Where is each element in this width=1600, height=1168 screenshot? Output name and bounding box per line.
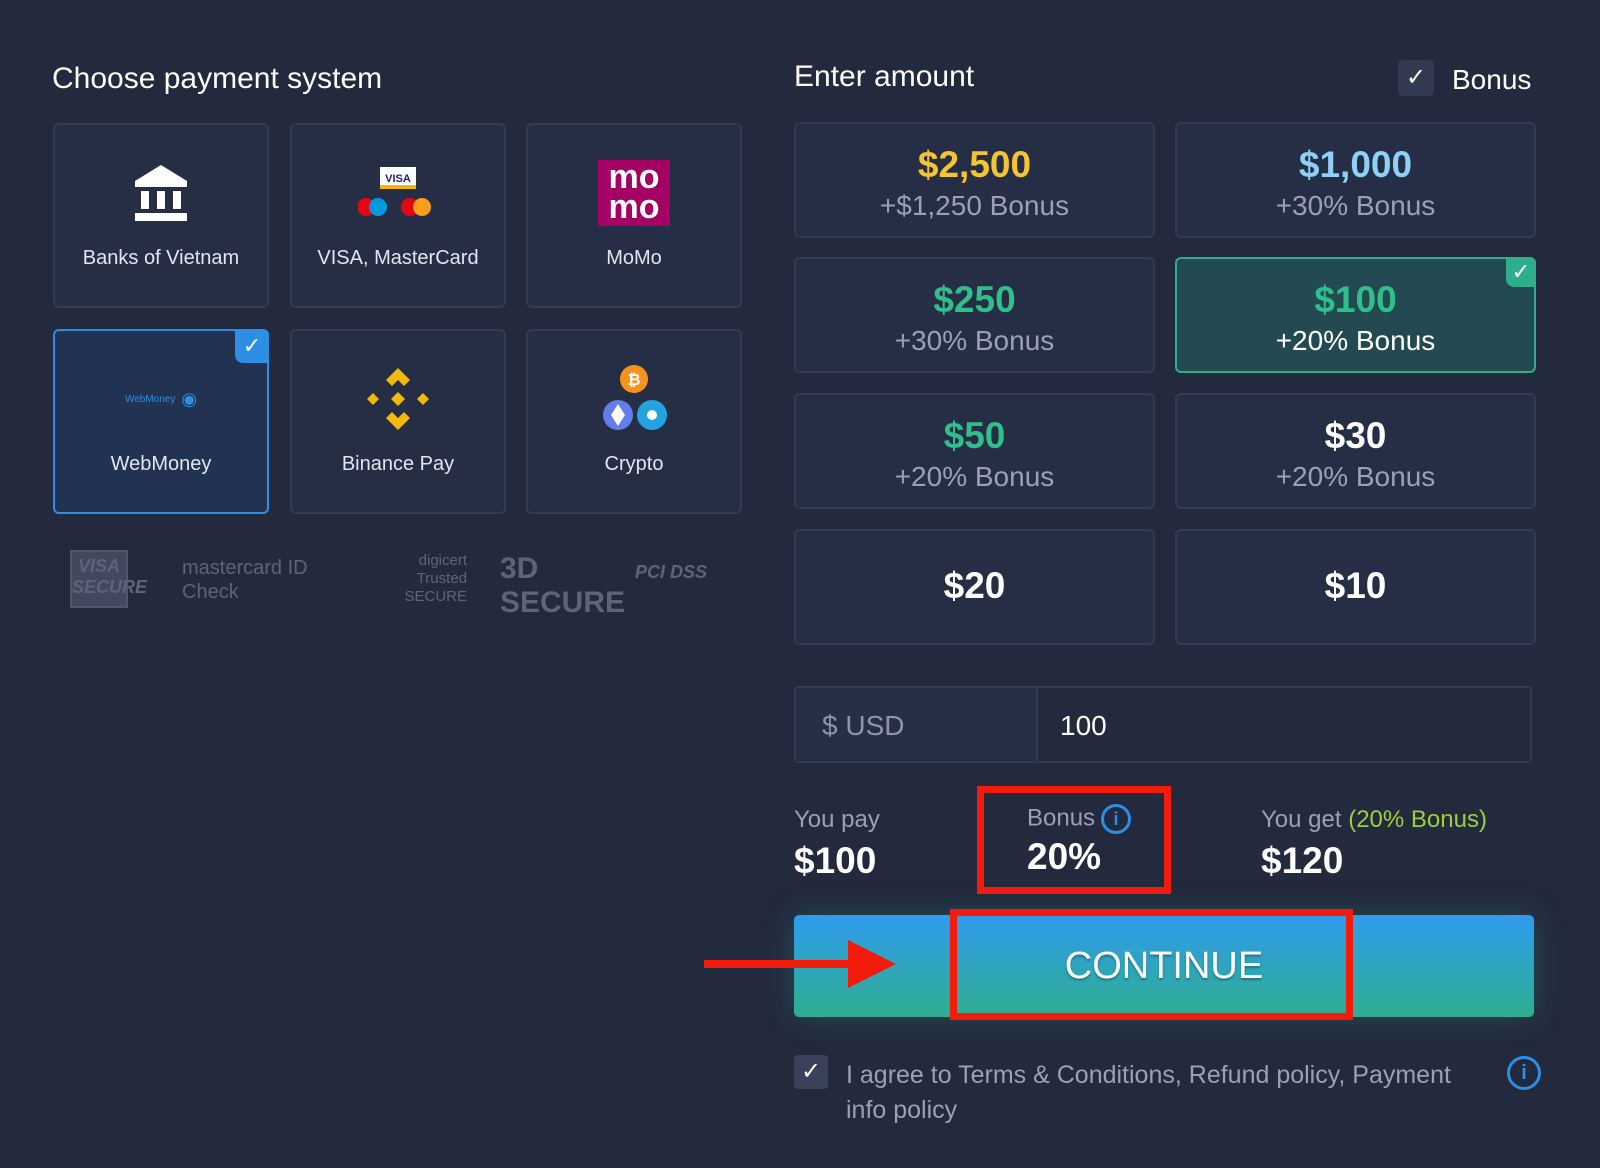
svg-text:VISA: VISA [385, 173, 411, 185]
method-label: VISA, MasterCard [317, 247, 479, 269]
method-webmoney[interactable]: ✓ WebMoney ◉ WebMoney [53, 329, 269, 514]
amount-option[interactable]: $50 +20% Bonus [794, 393, 1155, 509]
amount-bonus: +30% Bonus [1275, 190, 1436, 221]
method-label: MoMo [606, 247, 662, 269]
bank-icon [55, 161, 267, 225]
amount-value: $10 [1324, 565, 1387, 606]
method-label: WebMoney [110, 453, 212, 475]
webmoney-icon: WebMoney ◉ [124, 388, 198, 409]
annotation-arrow-icon [704, 940, 896, 988]
method-binance-pay[interactable]: Binance Pay [290, 329, 506, 514]
visa-mastercard-icon: VISA [292, 161, 504, 225]
amount-value: $20 [943, 565, 1006, 606]
3d-secure-logo: 3D SECURE [500, 552, 626, 619]
amount-option[interactable]: $20 [794, 529, 1155, 645]
amount-value: $50 [943, 415, 1006, 456]
agree-info-icon[interactable]: i [1507, 1056, 1541, 1090]
method-banks-of-vietnam[interactable]: Banks of Vietnam [53, 123, 269, 308]
enter-amount-title: Enter amount [794, 60, 975, 93]
currency-label: $ USD [796, 688, 1038, 761]
amount-input[interactable]: 100 [1060, 710, 1107, 741]
method-label: Banks of Vietnam [82, 247, 240, 269]
svg-text:₿: ₿ [627, 371, 640, 389]
selected-check-icon: ✓ [1506, 257, 1536, 287]
crypto-icon: ₿ [528, 365, 740, 431]
amount-value: $30 [1324, 415, 1387, 456]
agree-checkbox[interactable]: ✓ [794, 1055, 828, 1089]
mastercard-id-check-logo: mastercard ID Check [182, 557, 308, 603]
amount-option[interactable]: $250 +30% Bonus [794, 257, 1155, 373]
amount-bonus: +20% Bonus [1275, 325, 1436, 356]
binance-icon [292, 367, 504, 431]
amount-bonus: +20% Bonus [894, 461, 1055, 492]
amount-bonus: +30% Bonus [894, 325, 1055, 356]
amount-option[interactable]: $30 +20% Bonus [1175, 393, 1536, 509]
amount-value: $1,000 [1298, 144, 1413, 185]
annotation-continue-box [950, 909, 1353, 1020]
agree-text[interactable]: I agree to Terms & Conditions, Refund po… [846, 1061, 1451, 1124]
method-crypto[interactable]: ₿ Crypto [526, 329, 742, 514]
you-get: You get (20% Bonus) $120 [1261, 806, 1487, 881]
amount-value: $100 [1314, 279, 1397, 320]
continue-button[interactable]: CONTINUE [794, 915, 1534, 1017]
amount-input-group: $ USD 100 [794, 686, 1532, 763]
bonus-checkbox[interactable]: ✓ [1398, 60, 1434, 96]
annotation-bonus-box [977, 786, 1171, 894]
method-label: Crypto [604, 453, 664, 475]
you-pay: You pay $100 [794, 806, 880, 881]
bonus-summary: Bonus i 20% [1027, 804, 1132, 878]
info-icon[interactable]: i [1101, 804, 1132, 834]
bonus-label: Bonus [1452, 64, 1532, 95]
momo-icon: mo mo [528, 160, 740, 226]
amount-option[interactable]: ✓ $100 +20% Bonus [1175, 257, 1536, 373]
method-visa-mastercard[interactable]: VISA VISA, MasterCard [290, 123, 506, 308]
amount-bonus: +20% Bonus [1275, 461, 1436, 492]
amount-option[interactable]: $2,500 +$1,250 Bonus [794, 122, 1155, 238]
amount-option[interactable]: $1,000 +30% Bonus [1175, 122, 1536, 238]
pci-dss-logo: PCI DSS [635, 562, 708, 582]
amount-bonus: +$1,250 Bonus [879, 190, 1070, 221]
selected-check-icon: ✓ [235, 329, 269, 363]
method-momo[interactable]: mo mo MoMo [526, 123, 742, 308]
amount-value: $250 [933, 279, 1016, 320]
digicert-logo: digicert Trusted SECURE [404, 552, 467, 605]
amount-value: $2,500 [917, 144, 1032, 185]
payment-system-title: Choose payment system [52, 62, 383, 95]
method-label: Binance Pay [341, 453, 455, 475]
visa-secure-logo: VISA SECURE [70, 550, 147, 608]
amount-option[interactable]: $10 [1175, 529, 1536, 645]
